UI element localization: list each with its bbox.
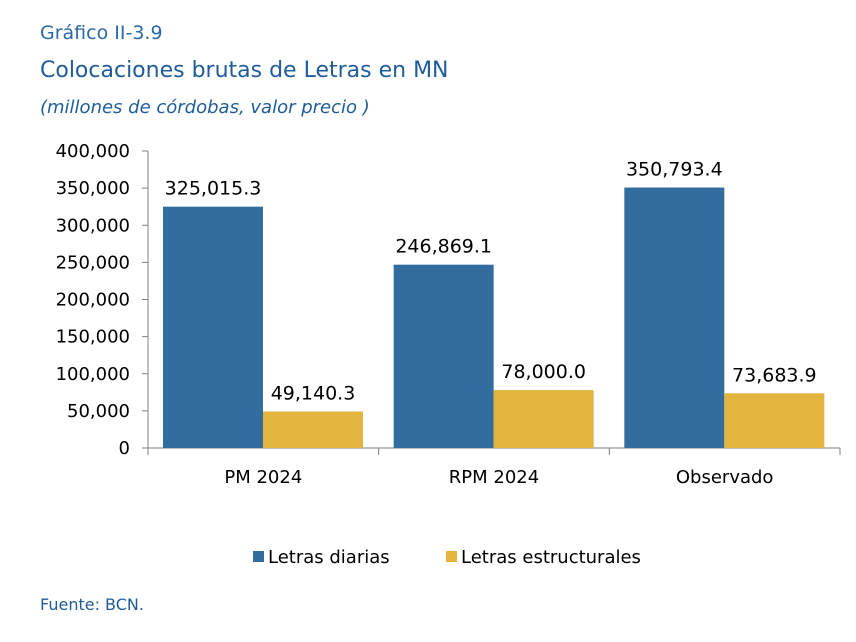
legend-swatch xyxy=(446,551,457,562)
data-label: 350,793.4 xyxy=(626,159,723,181)
legend-label: Letras diarias xyxy=(268,547,390,568)
chart-label: Gráfico II-3.9 xyxy=(40,22,163,44)
legend-swatch xyxy=(253,551,264,562)
bar xyxy=(163,206,263,448)
bar xyxy=(393,264,494,448)
source-note: Fuente: BCN. xyxy=(40,595,144,614)
x-tick-label: RPM 2024 xyxy=(449,467,539,488)
y-tick-label: 150,000 xyxy=(56,327,130,348)
bar xyxy=(624,187,725,449)
y-tick-label: 350,000 xyxy=(56,178,130,199)
y-tick-label: 200,000 xyxy=(56,290,130,311)
bar-chart: 0 50,000 100,000 150,000 200,000 250,000 300,0… xyxy=(56,141,841,568)
bar xyxy=(263,411,363,448)
data-label: 78,000.0 xyxy=(501,361,586,383)
y-tick-label: 0 xyxy=(119,438,130,459)
chart-title: Colocaciones brutas de Letras en MN xyxy=(40,58,449,83)
legend-label: Letras estructurales xyxy=(461,547,641,568)
y-tick-label: 50,000 xyxy=(67,401,130,422)
y-tick-label: 400,000 xyxy=(56,141,130,162)
axis-layer: 0 50,000 100,000 150,000 200,000 250,000 300,0… xyxy=(56,141,841,488)
bar xyxy=(493,390,594,448)
y-tick-label: 100,000 xyxy=(56,364,130,385)
y-tick-label: 300,000 xyxy=(56,215,130,236)
data-label: 49,140.3 xyxy=(271,383,356,405)
x-tick-label: PM 2024 xyxy=(224,467,302,488)
data-label: 325,015.3 xyxy=(165,178,262,200)
data-label: 73,683.9 xyxy=(732,364,817,386)
chart-subtitle: (millones de córdobas, valor precio ) xyxy=(40,97,370,118)
x-tick-label: Observado xyxy=(676,467,774,488)
bars-layer xyxy=(163,187,825,449)
legend: Letras diarias Letras estructurales xyxy=(253,547,641,568)
data-labels-layer: 325,015.3 246,869.1 350,793.4 49,140.3 78,00… xyxy=(165,159,817,405)
bar xyxy=(724,393,825,448)
data-label: 246,869.1 xyxy=(395,236,492,258)
y-tick-label: 250,000 xyxy=(56,252,130,273)
